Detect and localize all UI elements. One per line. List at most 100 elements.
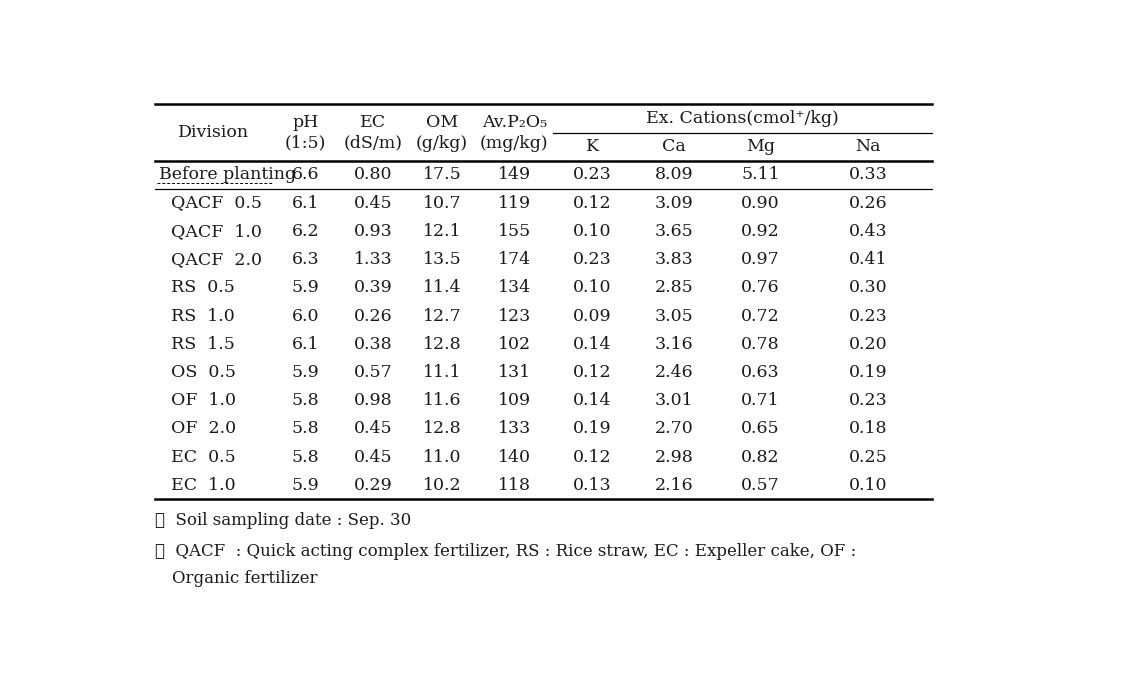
Text: QACF  2.0: QACF 2.0 (171, 251, 262, 268)
Text: 119: 119 (497, 194, 531, 212)
Text: Av.P₂O₅
(mg/kg): Av.P₂O₅ (mg/kg) (480, 113, 548, 152)
Text: 2.98: 2.98 (655, 449, 693, 466)
Text: 0.25: 0.25 (849, 449, 887, 466)
Text: 10.7: 10.7 (423, 194, 461, 212)
Text: 0.26: 0.26 (355, 308, 393, 325)
Text: 134: 134 (497, 279, 531, 296)
Text: 0.29: 0.29 (353, 477, 393, 494)
Text: 140: 140 (497, 449, 531, 466)
Text: 6.2: 6.2 (291, 223, 320, 240)
Text: 0.63: 0.63 (741, 364, 780, 381)
Text: 0.43: 0.43 (849, 223, 887, 240)
Text: 0.76: 0.76 (741, 279, 780, 296)
Text: 12.8: 12.8 (423, 335, 461, 353)
Text: 118: 118 (497, 477, 531, 494)
Text: 0.14: 0.14 (573, 335, 612, 353)
Text: 0.33: 0.33 (849, 167, 887, 184)
Text: 0.80: 0.80 (355, 167, 393, 184)
Text: 0.19: 0.19 (573, 421, 612, 437)
Text: 1.33: 1.33 (353, 251, 393, 268)
Text: 0.41: 0.41 (849, 251, 887, 268)
Text: 133: 133 (497, 421, 531, 437)
Text: K: K (586, 138, 598, 155)
Text: 5.9: 5.9 (291, 364, 320, 381)
Text: 17.5: 17.5 (423, 167, 461, 184)
Text: Ca: Ca (663, 138, 687, 155)
Text: 5.9: 5.9 (291, 279, 320, 296)
Text: 149: 149 (497, 167, 531, 184)
Text: 5.9: 5.9 (291, 477, 320, 494)
Text: 0.38: 0.38 (355, 335, 393, 353)
Text: Division: Division (178, 124, 249, 141)
Text: 0.23: 0.23 (849, 308, 887, 325)
Text: 3.65: 3.65 (655, 223, 693, 240)
Text: 0.97: 0.97 (741, 251, 780, 268)
Text: 0.72: 0.72 (741, 308, 780, 325)
Text: QACF  0.5: QACF 0.5 (171, 194, 262, 212)
Text: 0.13: 0.13 (573, 477, 612, 494)
Text: 6.1: 6.1 (291, 194, 320, 212)
Text: 5.8: 5.8 (291, 392, 320, 409)
Text: 2.46: 2.46 (655, 364, 693, 381)
Text: 0.57: 0.57 (741, 477, 780, 494)
Text: 6.6: 6.6 (291, 167, 320, 184)
Text: OS  0.5: OS 0.5 (171, 364, 236, 381)
Text: 0.45: 0.45 (355, 421, 393, 437)
Text: 6.0: 6.0 (291, 308, 320, 325)
Text: EC  1.0: EC 1.0 (171, 477, 236, 494)
Text: EC
(dS/m): EC (dS/m) (344, 113, 403, 152)
Text: 11.1: 11.1 (423, 364, 461, 381)
Text: ※  QACF  : Quick acting complex fertilizer, RS : Rice straw, EC : Expeller cake,: ※ QACF : Quick acting complex fertilizer… (155, 543, 857, 560)
Text: 0.71: 0.71 (741, 392, 780, 409)
Text: 11.6: 11.6 (423, 392, 461, 409)
Text: 3.83: 3.83 (655, 251, 693, 268)
Text: 6.1: 6.1 (291, 335, 320, 353)
Text: 5.8: 5.8 (291, 449, 320, 466)
Text: 0.45: 0.45 (355, 194, 393, 212)
Text: 0.98: 0.98 (355, 392, 393, 409)
Text: 0.14: 0.14 (573, 392, 612, 409)
Text: 123: 123 (497, 308, 531, 325)
Text: QACF  1.0: QACF 1.0 (171, 223, 262, 240)
Text: 0.82: 0.82 (741, 449, 780, 466)
Text: 2.70: 2.70 (655, 421, 693, 437)
Text: 3.09: 3.09 (655, 194, 693, 212)
Text: 0.65: 0.65 (741, 421, 780, 437)
Text: OF  2.0: OF 2.0 (171, 421, 236, 437)
Text: 0.57: 0.57 (353, 364, 393, 381)
Text: OM
(g/kg): OM (g/kg) (416, 113, 468, 152)
Text: 3.16: 3.16 (655, 335, 693, 353)
Text: pH
(1:5): pH (1:5) (284, 113, 326, 152)
Text: 12.1: 12.1 (423, 223, 461, 240)
Text: 5.8: 5.8 (291, 421, 320, 437)
Text: 0.23: 0.23 (572, 167, 612, 184)
Text: 12.7: 12.7 (423, 308, 461, 325)
Text: 2.85: 2.85 (655, 279, 693, 296)
Text: 0.12: 0.12 (573, 194, 612, 212)
Text: 0.23: 0.23 (849, 392, 887, 409)
Text: 0.45: 0.45 (355, 449, 393, 466)
Text: 0.19: 0.19 (849, 364, 887, 381)
Text: 2.16: 2.16 (655, 477, 693, 494)
Text: Before planting: Before planting (159, 167, 297, 184)
Text: 0.10: 0.10 (849, 477, 887, 494)
Text: EC  0.5: EC 0.5 (171, 449, 236, 466)
Text: 13.5: 13.5 (423, 251, 461, 268)
Text: 155: 155 (497, 223, 531, 240)
Text: 0.23: 0.23 (572, 251, 612, 268)
Text: 131: 131 (497, 364, 531, 381)
Text: 0.20: 0.20 (849, 335, 887, 353)
Text: RS  0.5: RS 0.5 (171, 279, 235, 296)
Text: 0.10: 0.10 (573, 279, 612, 296)
Text: 0.90: 0.90 (741, 194, 780, 212)
Text: 109: 109 (497, 392, 531, 409)
Text: 102: 102 (497, 335, 531, 353)
Text: 11.0: 11.0 (423, 449, 461, 466)
Text: Ex. Cations(cmol⁺/kg): Ex. Cations(cmol⁺/kg) (646, 110, 838, 127)
Text: 6.3: 6.3 (291, 251, 320, 268)
Text: 0.12: 0.12 (573, 449, 612, 466)
Text: 3.05: 3.05 (655, 308, 693, 325)
Text: ※  Soil sampling date : Sep. 30: ※ Soil sampling date : Sep. 30 (155, 512, 411, 529)
Text: OF  1.0: OF 1.0 (171, 392, 236, 409)
Text: 0.39: 0.39 (353, 279, 393, 296)
